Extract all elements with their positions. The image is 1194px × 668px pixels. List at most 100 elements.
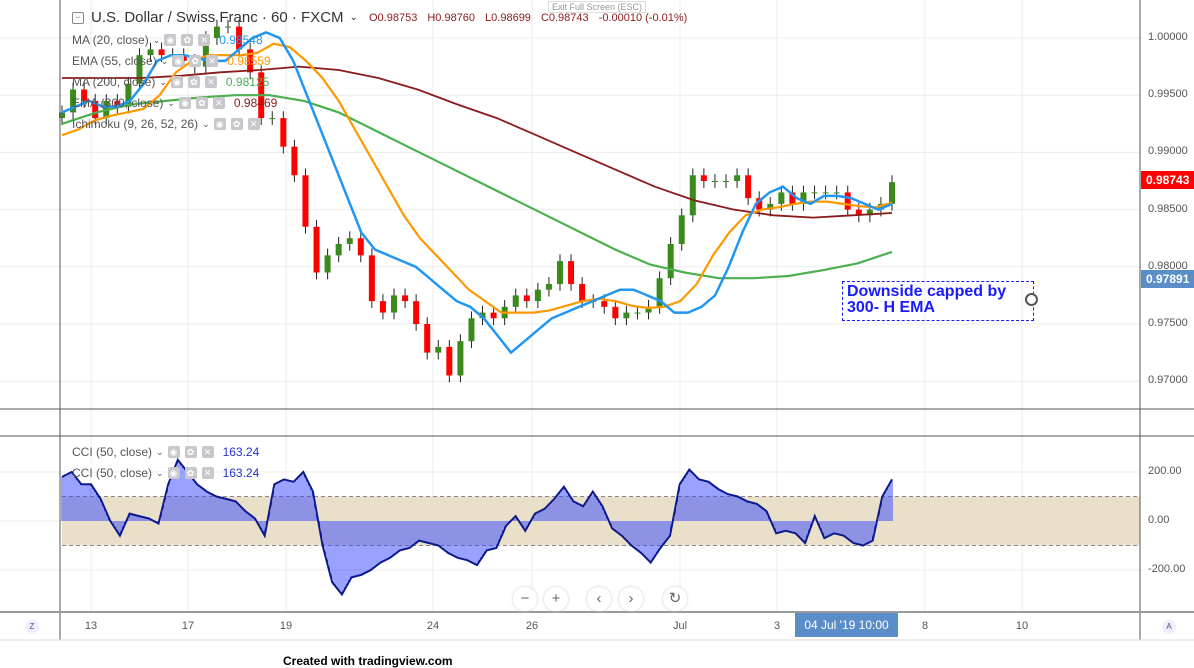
price-tick: 1.00000 [1148, 31, 1188, 43]
eye-icon[interactable]: ◉ [172, 55, 185, 67]
close-value: C0.98743 [540, 12, 589, 24]
candle-body [778, 192, 785, 204]
price-tick: 0.97500 [1148, 317, 1188, 329]
chevron-down-icon[interactable]: ⌄ [349, 12, 358, 23]
reset-chart-button[interactable]: ↻ [663, 587, 687, 611]
chevron-down-icon[interactable]: ⌄ [167, 97, 175, 108]
candle-body [413, 301, 420, 324]
zoom-corner-button[interactable]: Z [25, 620, 39, 634]
candle-body [579, 283, 586, 302]
chevron-down-icon[interactable]: ⌄ [159, 76, 167, 87]
exit-fullscreen-button[interactable]: Exit Full Screen (ESC) [548, 1, 647, 13]
candle-body [568, 261, 575, 284]
time-tick: Jul [672, 620, 688, 632]
annotation-box[interactable]: Downside capped by 300- H EMA [842, 281, 1034, 321]
footer-credit: Created with tradingview.com [283, 654, 453, 668]
chevron-down-icon[interactable]: ⌄ [202, 118, 210, 129]
candle-body [866, 209, 873, 216]
indicator-legend[interactable]: EMA (55, close) ⌄ ◉ ✿ ✕ 0.98559 [72, 54, 271, 68]
gear-icon[interactable]: ✿ [195, 97, 208, 109]
scroll-left-button[interactable]: ‹ [587, 587, 611, 611]
candle-body [479, 312, 486, 319]
eye-icon[interactable]: ◉ [178, 97, 191, 109]
close-icon[interactable]: ✕ [204, 76, 217, 88]
price-tick: 0.99000 [1148, 145, 1188, 158]
candle-body [468, 318, 475, 342]
eye-icon[interactable]: ◉ [164, 34, 177, 46]
gear-icon[interactable]: ✿ [184, 467, 197, 479]
close-icon[interactable]: ✕ [201, 467, 214, 479]
candle-body [623, 312, 630, 319]
time-tick: 24 [426, 620, 440, 632]
indicator-label: Ichimoku (9, 26, 52, 26) [72, 117, 199, 131]
chevron-down-icon[interactable]: ⌄ [152, 34, 161, 45]
collapse-icon[interactable]: − [72, 11, 84, 24]
candle-body [811, 192, 818, 194]
price-tick: 0.98000 [1148, 259, 1188, 272]
candle-body [357, 238, 364, 256]
close-icon[interactable]: ✕ [206, 55, 219, 67]
chevron-down-icon[interactable]: ⌄ [160, 55, 169, 66]
chevron-down-icon[interactable]: ⌄ [156, 446, 164, 457]
eye-icon[interactable]: ◉ [167, 467, 180, 479]
candle-body [767, 203, 774, 210]
cci-legend[interactable]: CCI (50, close) ⌄ ◉ ✿ ✕ 163.24 [72, 445, 259, 459]
candle-body [59, 112, 65, 119]
cci-series [61, 457, 893, 597]
candle-body [158, 49, 165, 56]
indicator-legend[interactable]: Ichimoku (9, 26, 52, 26) ⌄ ◉ ✿ ✕ [72, 117, 269, 131]
candle-body [723, 181, 729, 182]
indicator-label: MA (200, close) [72, 75, 156, 89]
indicator-legend[interactable]: MA (200, close) ⌄ ◉ ✿ ✕ 0.98125 [72, 75, 269, 89]
indicator-label: EMA (300, close) [72, 96, 164, 110]
gear-icon[interactable]: ✿ [189, 55, 202, 67]
eye-icon[interactable]: ◉ [170, 76, 183, 88]
candle-body [446, 346, 453, 376]
annotation-handle[interactable] [1025, 293, 1038, 306]
scroll-right-button[interactable]: › [619, 587, 643, 611]
symbol-title[interactable]: − U.S. Dollar / Swiss Franc · 60 · FXCM … [72, 9, 358, 26]
gear-icon[interactable]: ✿ [184, 446, 197, 458]
candle-body [545, 283, 552, 290]
zoom-out-button[interactable]: − [513, 587, 537, 611]
candle-body [667, 243, 674, 279]
annotation-line-2: 300- H EMA [847, 299, 936, 316]
auto-scale-button[interactable]: A [1162, 620, 1176, 634]
time-tick: 19 [279, 620, 293, 632]
candle-body [225, 26, 231, 28]
candle-body [534, 289, 541, 302]
indicator-legend[interactable]: MA (20, close) ⌄ ◉ ✿ ✕ 0.98548 [72, 33, 263, 47]
eye-icon[interactable]: ◉ [167, 446, 180, 458]
candle-body [324, 255, 331, 273]
candle-body [700, 175, 707, 181]
close-icon[interactable]: ✕ [201, 446, 214, 458]
indicator-legend[interactable]: EMA (300, close) ⌄ ◉ ✿ ✕ 0.98469 [72, 96, 277, 110]
candle-body [523, 295, 530, 302]
candle-body [391, 295, 397, 313]
close-icon[interactable]: ✕ [247, 118, 260, 130]
indicator-label: EMA (55, close) [72, 54, 157, 68]
candle-body [844, 192, 851, 210]
gear-icon[interactable]: ✿ [181, 34, 194, 46]
candle-body [656, 278, 663, 307]
low-value: L0.98699 [485, 12, 531, 24]
price-tick: 0.99500 [1148, 88, 1188, 101]
candle-body [789, 192, 796, 204]
candle-body [490, 312, 497, 319]
zoom-in-button[interactable]: + [544, 587, 568, 611]
high-value: H0.98760 [427, 12, 476, 24]
time-tick: 26 [525, 620, 539, 632]
close-icon[interactable]: ✕ [198, 34, 211, 46]
chevron-down-icon[interactable]: ⌄ [156, 467, 164, 478]
candle-body [833, 192, 840, 194]
candle-body [346, 238, 353, 244]
close-icon[interactable]: ✕ [212, 97, 225, 109]
eye-icon[interactable]: ◉ [213, 118, 226, 130]
candle-body [213, 26, 220, 38]
symbol-name: U.S. Dollar / Swiss Franc · 60 · FXCM [91, 9, 344, 26]
cci-tick: -200.00 [1148, 563, 1186, 575]
cci-legend[interactable]: CCI (50, close) ⌄ ◉ ✿ ✕ 163.24 [72, 466, 259, 480]
gear-icon[interactable]: ✿ [187, 76, 200, 88]
gear-icon[interactable]: ✿ [230, 118, 243, 130]
